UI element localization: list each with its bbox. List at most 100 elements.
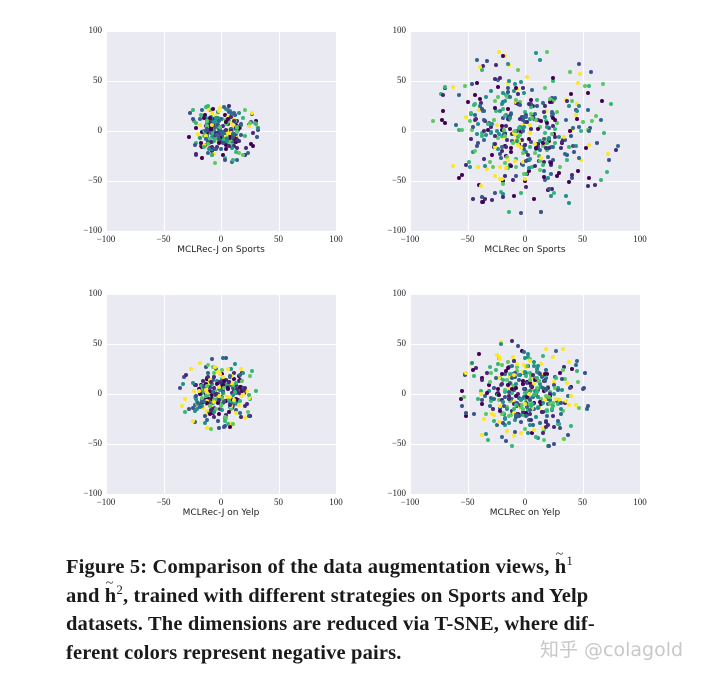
- data-point: [245, 151, 250, 156]
- x-tick-label: 50: [578, 497, 587, 507]
- data-point: [219, 407, 224, 412]
- data-point: [551, 403, 556, 408]
- data-point: [198, 122, 203, 127]
- data-point: [492, 419, 497, 424]
- data-point: [473, 112, 478, 117]
- data-point: [491, 397, 496, 402]
- data-point: [505, 81, 510, 86]
- data-point: [193, 409, 198, 414]
- data-point: [535, 104, 540, 109]
- data-point: [526, 402, 531, 407]
- data-point: [552, 141, 557, 146]
- data-point: [553, 348, 558, 353]
- data-point: [217, 124, 222, 129]
- data-point: [517, 138, 522, 143]
- data-point: [569, 394, 574, 399]
- data-point: [511, 130, 516, 135]
- data-point: [521, 394, 526, 399]
- data-point: [585, 184, 590, 189]
- data-point: [504, 92, 509, 97]
- data-point: [498, 190, 503, 195]
- data-point: [229, 115, 234, 120]
- data-point: [507, 372, 512, 377]
- data-point: [568, 386, 573, 391]
- data-point: [211, 107, 216, 112]
- data-point: [209, 381, 214, 386]
- data-point: [526, 137, 531, 142]
- data-point: [493, 133, 498, 138]
- data-point: [491, 406, 496, 411]
- data-point: [216, 418, 221, 423]
- data-point: [178, 386, 183, 391]
- data-point: [210, 111, 215, 116]
- data-point: [529, 401, 534, 406]
- data-point: [554, 121, 559, 126]
- data-point: [220, 395, 225, 400]
- data-point: [550, 111, 555, 116]
- data-point: [235, 145, 240, 150]
- data-point: [227, 144, 232, 149]
- data-point: [234, 408, 239, 413]
- data-point: [211, 374, 216, 379]
- data-point: [500, 377, 505, 382]
- data-point: [575, 359, 580, 364]
- data-point: [521, 147, 526, 152]
- data-point: [227, 400, 232, 405]
- data-point: [219, 146, 224, 151]
- data-point: [231, 403, 236, 408]
- data-point: [493, 367, 498, 372]
- data-point: [473, 149, 478, 154]
- y-tick-label: −50: [87, 175, 102, 185]
- data-point: [540, 100, 545, 105]
- data-point: [481, 416, 486, 421]
- data-point: [221, 385, 226, 390]
- data-point: [216, 401, 221, 406]
- data-point: [208, 107, 213, 112]
- data-point: [536, 363, 541, 368]
- data-point: [508, 164, 513, 169]
- data-point: [538, 58, 543, 63]
- data-point: [493, 142, 498, 147]
- data-point: [546, 176, 551, 180]
- data-point: [536, 127, 541, 132]
- data-point: [541, 143, 546, 148]
- data-point: [199, 395, 204, 400]
- data-point: [228, 110, 233, 115]
- data-point: [559, 401, 564, 406]
- data-point: [492, 105, 497, 110]
- x-tick-label: 50: [274, 497, 283, 507]
- data-point: [516, 91, 521, 96]
- x-tick-label: 100: [633, 497, 647, 507]
- data-point: [500, 148, 505, 153]
- data-point: [250, 368, 255, 373]
- data-point: [498, 403, 503, 408]
- data-point: [522, 179, 527, 184]
- data-point: [470, 82, 475, 87]
- data-point: [217, 384, 222, 389]
- data-point: [583, 83, 588, 88]
- data-point: [246, 393, 251, 398]
- data-point: [535, 436, 540, 441]
- data-point: [495, 423, 500, 428]
- data-point: [485, 390, 490, 395]
- data-point: [544, 109, 549, 114]
- data-point: [480, 195, 485, 200]
- data-point: [507, 78, 512, 83]
- data-point: [497, 409, 502, 414]
- data-point: [542, 160, 547, 165]
- data-point: [524, 159, 529, 164]
- data-point: [223, 356, 228, 361]
- data-point: [489, 130, 494, 135]
- data-point: [550, 407, 555, 412]
- data-point: [525, 395, 530, 400]
- data-point: [588, 126, 593, 131]
- data-point: [565, 381, 570, 386]
- data-point: [513, 402, 518, 407]
- data-point: [536, 378, 541, 383]
- data-point: [531, 422, 536, 427]
- data-point: [576, 406, 581, 411]
- data-point: [190, 406, 195, 411]
- data-point: [478, 100, 483, 105]
- data-point: [565, 393, 570, 398]
- data-point: [520, 412, 525, 417]
